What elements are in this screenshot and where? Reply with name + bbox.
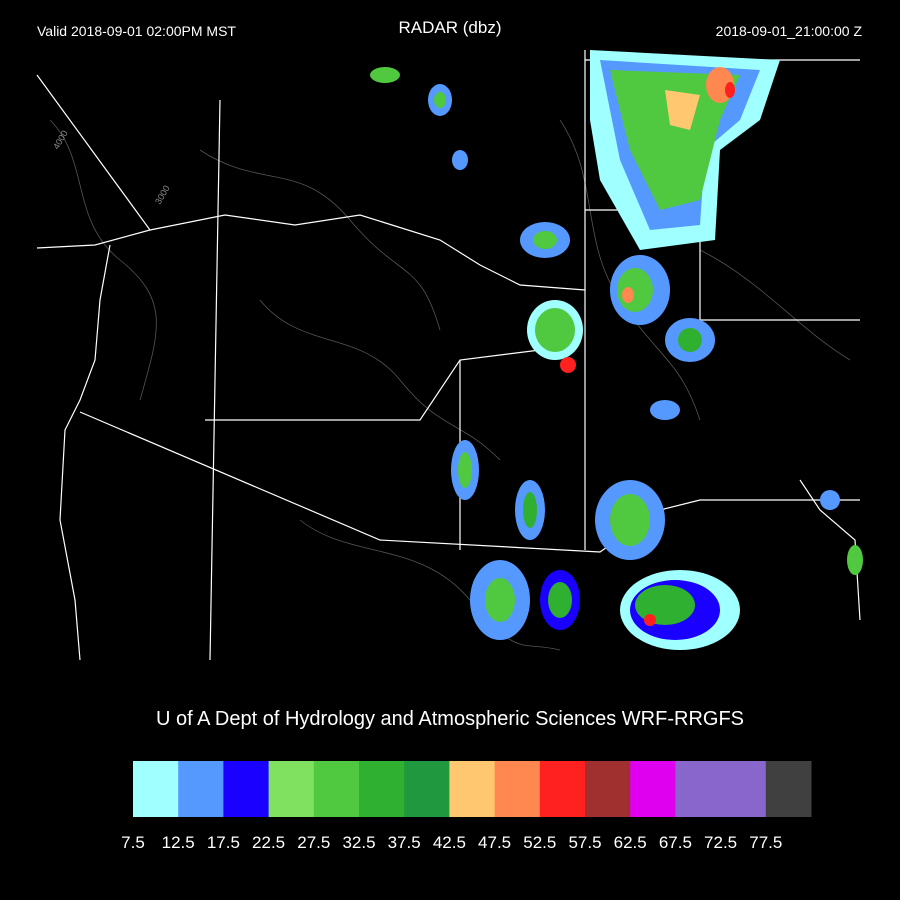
color-box — [494, 761, 541, 817]
level-label: 42.5 — [433, 833, 466, 852]
level-label: 37.5 — [388, 833, 421, 852]
color-box — [178, 761, 224, 817]
credit: U of A Dept of Hydrology and Atmospheric… — [156, 708, 744, 730]
border — [209, 99, 221, 661]
echo — [533, 231, 557, 249]
color-box — [449, 761, 496, 817]
level-label: 57.5 — [568, 833, 601, 852]
color-box — [313, 761, 360, 817]
level-label: 62.5 — [614, 833, 647, 852]
echo — [820, 490, 840, 510]
contour — [299, 519, 561, 651]
echo — [650, 400, 680, 420]
echo — [644, 614, 656, 626]
model-time: 2018-09-01_21:00:00 Z — [716, 23, 863, 39]
map-area — [37, 45, 862, 660]
echo — [452, 150, 468, 170]
color-box — [539, 761, 586, 817]
echo — [523, 492, 537, 528]
level-label: 52.5 — [523, 833, 556, 852]
level-label: 12.5 — [162, 833, 195, 852]
color-box — [765, 761, 812, 817]
color-box — [268, 761, 315, 817]
level-label: 7.5 — [121, 833, 145, 852]
echo — [622, 287, 634, 303]
contour — [699, 249, 851, 361]
level-label: 77.5 — [749, 833, 782, 852]
echo — [617, 268, 653, 312]
level-label: 72.5 — [704, 833, 737, 852]
color-box — [133, 761, 179, 817]
contour — [199, 149, 441, 331]
echo — [485, 578, 515, 622]
color-box — [585, 761, 631, 817]
echo — [635, 585, 695, 625]
contour — [259, 299, 501, 461]
border — [205, 349, 541, 421]
colorbar: 7.5 12.5 17.5 22.5 27.5 32.5 37.5 42.5 47.5 52.5 5… — [121, 761, 812, 852]
color-box — [404, 761, 450, 817]
contour — [49, 119, 157, 401]
level-label: 22.5 — [252, 833, 285, 852]
echo — [665, 90, 700, 130]
echo — [434, 92, 446, 108]
color-box — [675, 761, 722, 817]
color-box — [223, 761, 270, 817]
color-box — [359, 761, 405, 817]
level-label: 67.5 — [659, 833, 692, 852]
echo — [610, 70, 740, 210]
border — [149, 214, 586, 291]
border — [799, 479, 861, 621]
radar-echoes — [370, 50, 863, 650]
level-label: 17.5 — [207, 833, 240, 852]
echo — [458, 452, 472, 488]
title: RADAR (dbz) — [399, 18, 502, 37]
level-label: 47.5 — [478, 833, 511, 852]
border — [59, 244, 111, 661]
map: 4000 3000 — [36, 45, 863, 661]
color-box — [630, 761, 676, 817]
echo — [535, 308, 575, 352]
color-box — [720, 761, 767, 817]
echo — [610, 494, 650, 546]
level-label: 27.5 — [297, 833, 330, 852]
border — [36, 74, 151, 249]
echo — [847, 545, 863, 575]
valid-time: Valid 2018-09-01 02:00PM MST — [37, 23, 236, 39]
echo — [548, 582, 572, 618]
echo — [725, 82, 735, 98]
level-label: 32.5 — [342, 833, 375, 852]
echo — [678, 328, 702, 352]
echo — [560, 357, 576, 373]
echo — [370, 67, 400, 83]
